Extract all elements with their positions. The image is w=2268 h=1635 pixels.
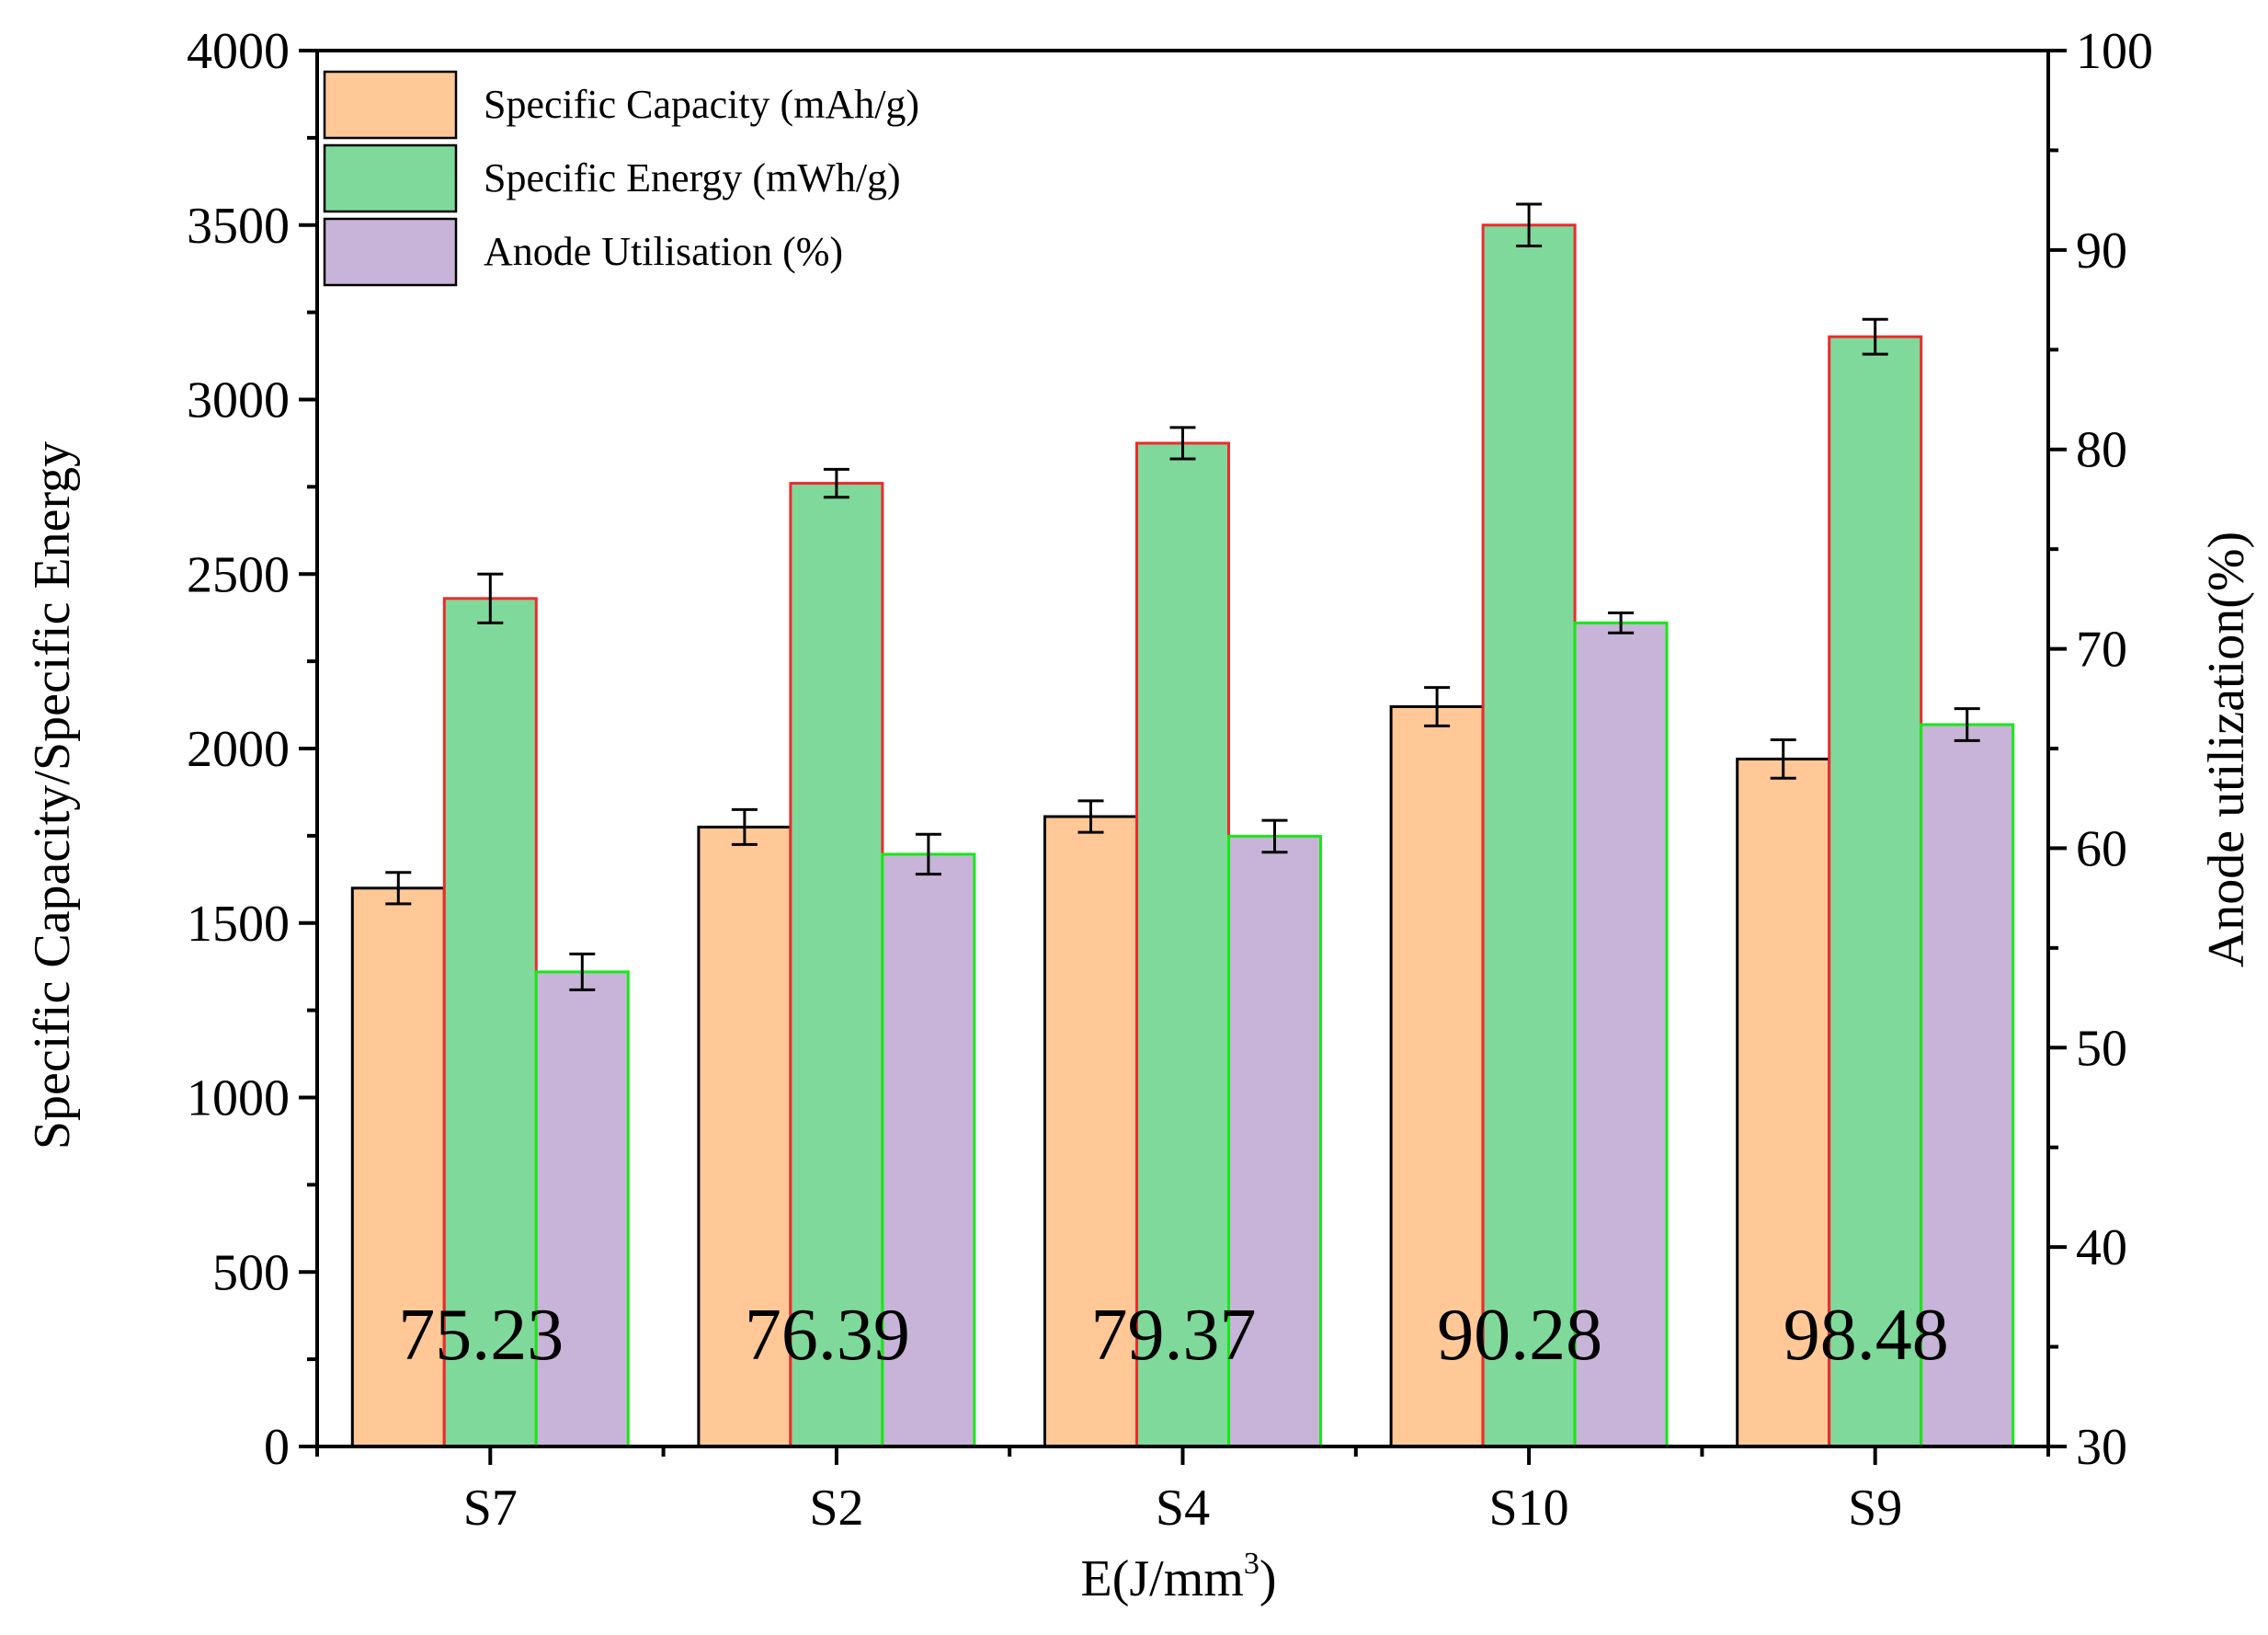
legend: Specific Capacity (mAh/g) Specific Energy… (323, 70, 919, 287)
category-annotation: 98.48 (1784, 1295, 1949, 1376)
y-left-tick-label: 2000 (187, 721, 290, 778)
y-left-tick-label: 2500 (187, 546, 290, 603)
bar-2-S2 (881, 852, 976, 1448)
y-right-tick-label: 30 (2076, 1419, 2127, 1476)
legend-swatch-2 (323, 217, 458, 287)
y-right-tick-label: 80 (2076, 422, 2127, 479)
x-tick-label: S2 (809, 1480, 863, 1537)
x-tick-label: S9 (1848, 1480, 1902, 1537)
y-right-tick-label: 100 (2076, 23, 2153, 80)
bar-1-S4 (1135, 441, 1230, 1448)
legend-label-0: Specific Capacity (mAh/g) (484, 82, 919, 127)
y-right-tick-label: 60 (2076, 820, 2127, 877)
axes-layer: 0 500 1000 1500 2000 2500 3000 3500 4000 30 40 50 60… (187, 23, 2153, 1537)
y-left-tick-label: 3500 (187, 198, 290, 255)
legend-swatch-1 (323, 143, 458, 213)
bar-0-S2 (697, 825, 792, 1448)
legend-label-1: Specific Energy (mWh/g) (484, 155, 901, 200)
x-tick-label: S10 (1489, 1480, 1569, 1537)
y-left-tick-label: 1500 (187, 896, 290, 953)
bar-1-S9 (1828, 335, 1923, 1448)
bar-2-S10 (1573, 621, 1669, 1448)
y-left-tick-label: 4000 (187, 23, 290, 80)
error-bars-layer (385, 202, 1980, 991)
category-annotations-layer: 75.23 76.39 79.37 90.28 98.48 (398, 1295, 1948, 1376)
y-axis-right-label: Anode utilization(%) (2198, 532, 2255, 967)
category-annotation: 75.23 (398, 1295, 564, 1376)
bar-0-S7 (350, 886, 446, 1448)
bar-1-S10 (1481, 223, 1577, 1448)
category-annotation: 90.28 (1437, 1295, 1602, 1376)
x-axis-label: E(J/mm3) (1081, 1547, 1277, 1607)
x-axis-label-superscript: 3 (1244, 1547, 1259, 1581)
category-annotation: 76.39 (745, 1295, 910, 1376)
y-right-tick-label: 50 (2076, 1020, 2127, 1077)
y-axis-left-label: Specific Capacity/Specific Energy (24, 441, 81, 1149)
x-axis-label-close: ) (1259, 1550, 1277, 1607)
bars-layer (350, 223, 2015, 1448)
y-right-tick-label: 90 (2076, 223, 2127, 280)
bar-1-S7 (442, 597, 538, 1448)
legend-swatch-0 (323, 70, 458, 140)
y-left-tick-label: 500 (212, 1244, 290, 1301)
x-axis-label-main: E(J/mm (1081, 1550, 1244, 1607)
bar-2-S4 (1227, 834, 1322, 1448)
legend-label-2: Anode Utilisation (%) (484, 229, 843, 274)
y-left-tick-label: 0 (264, 1419, 290, 1476)
x-tick-label: S7 (463, 1480, 518, 1537)
y-right-tick-label: 40 (2076, 1219, 2127, 1276)
y-right-tick-label: 70 (2076, 622, 2127, 679)
y-left-tick-label: 3000 (187, 372, 290, 429)
y-left-tick-label: 1000 (187, 1070, 290, 1127)
x-tick-label: S4 (1156, 1480, 1210, 1537)
category-annotation: 79.37 (1091, 1295, 1257, 1376)
